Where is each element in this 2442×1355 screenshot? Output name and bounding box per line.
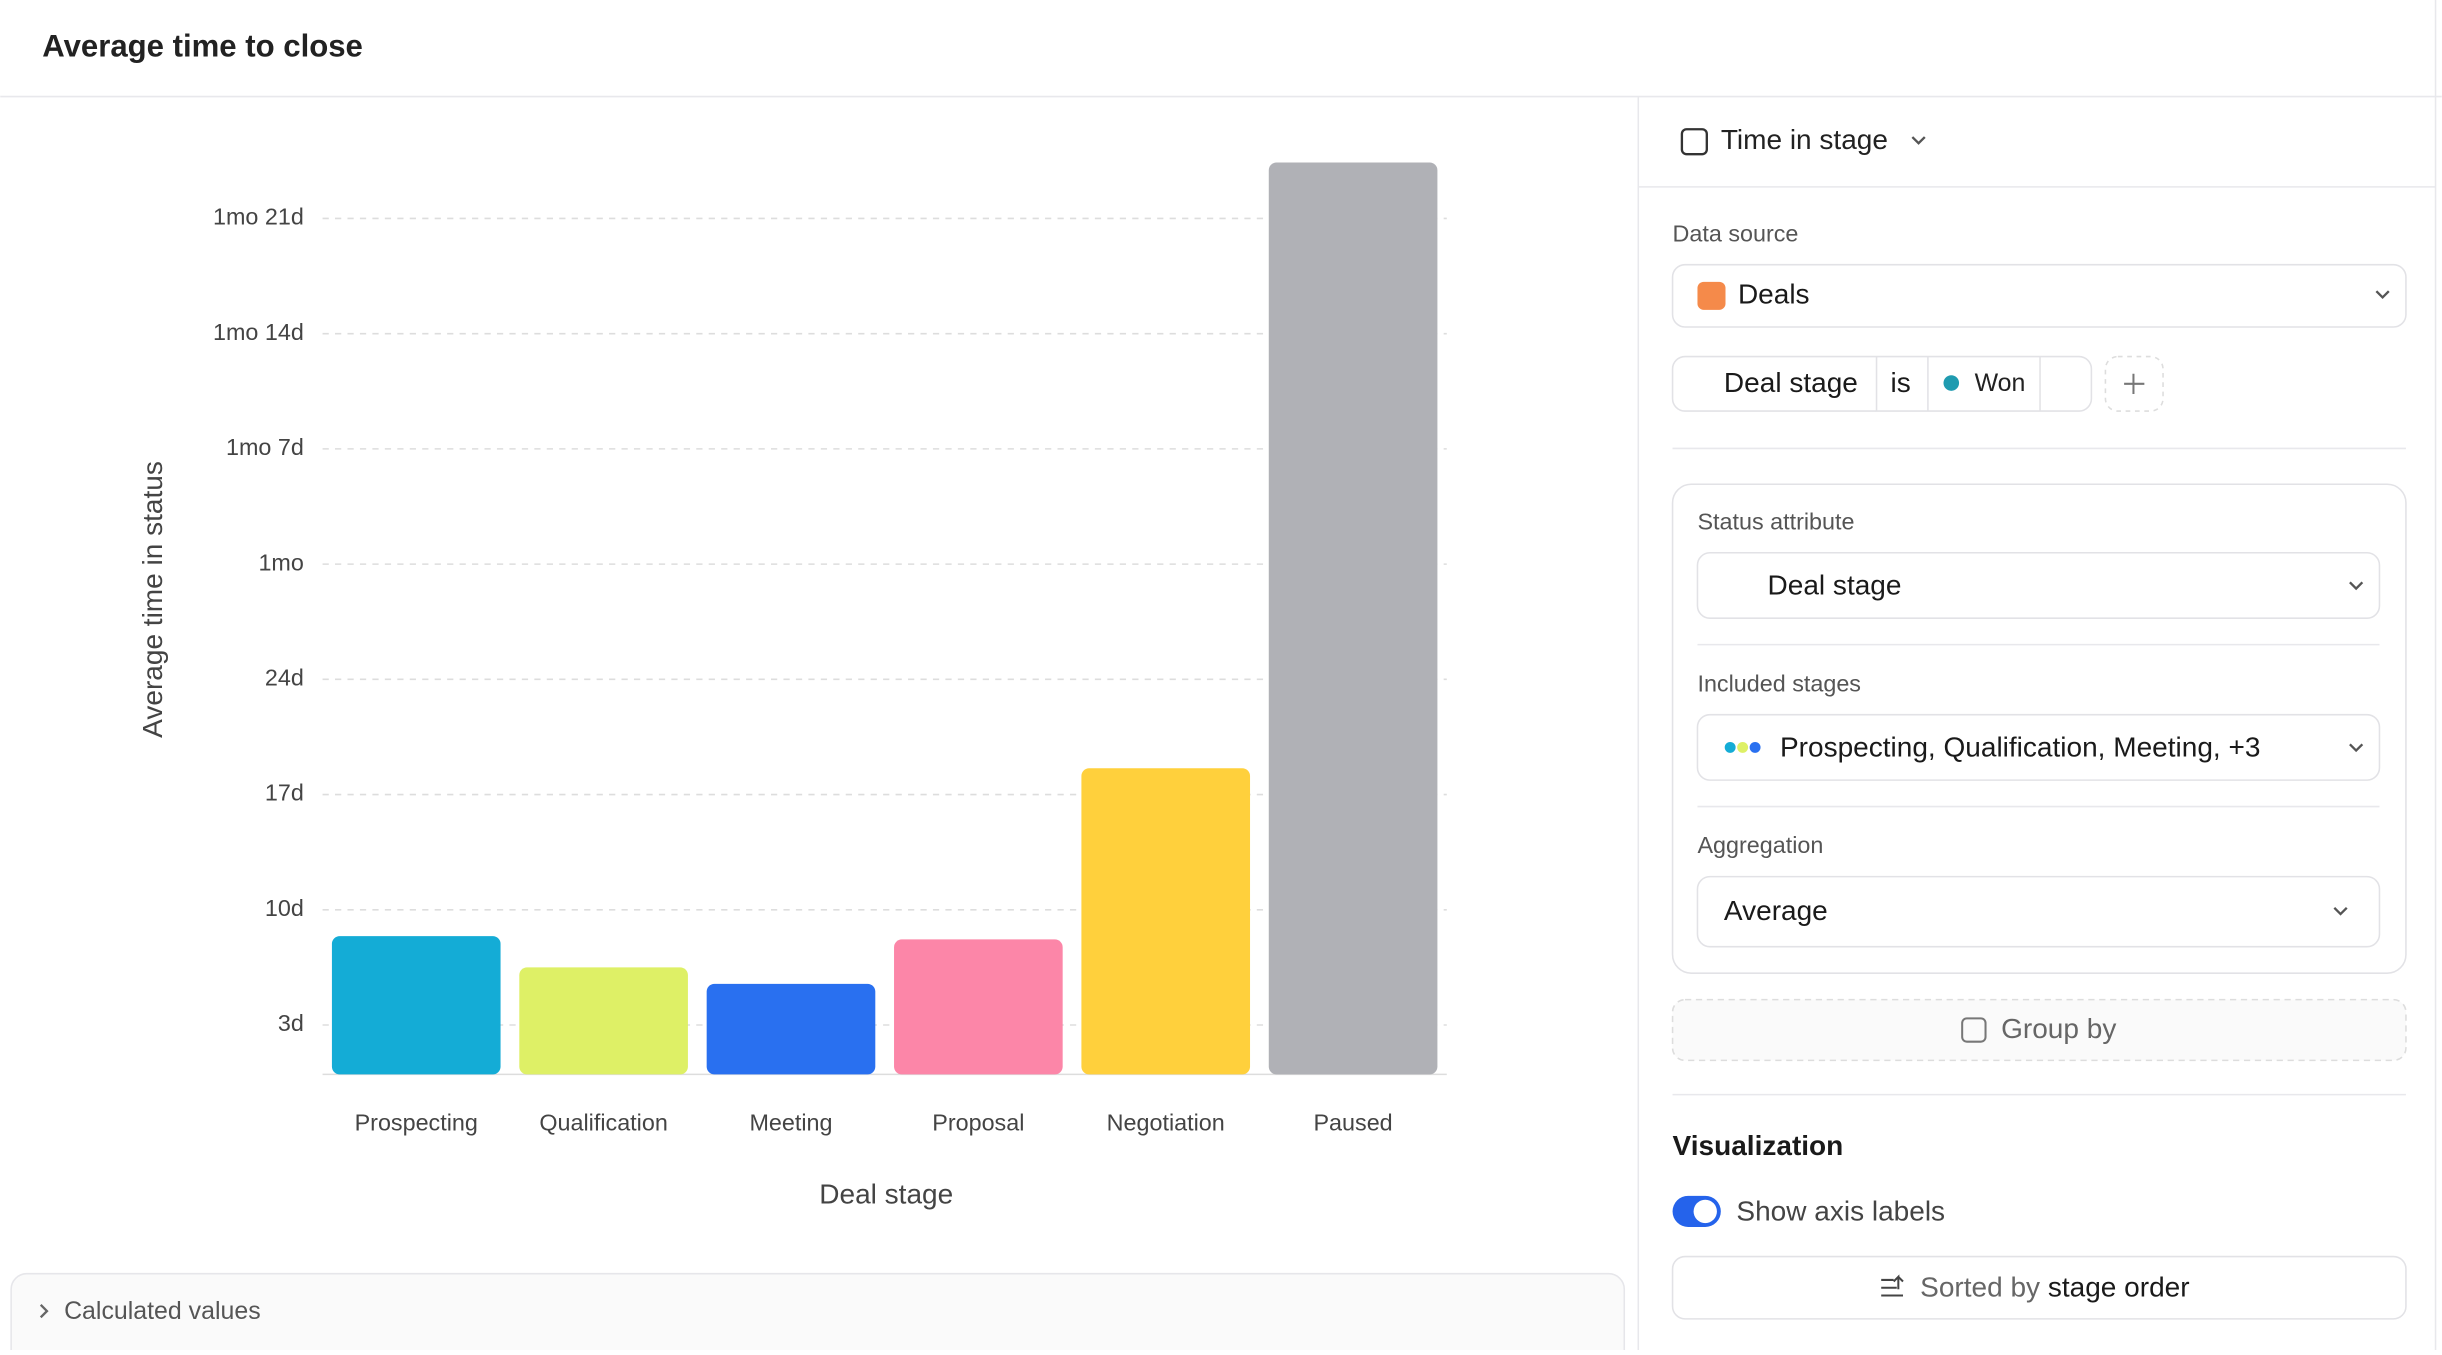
y-tick-label: 24d	[265, 665, 304, 691]
field-label: Included stages	[1697, 670, 1861, 696]
plus-icon	[2124, 373, 2145, 394]
group-by[interactable]: Group by	[2001, 1013, 2116, 1044]
field-label: Status attribute	[1697, 508, 1854, 534]
filter-attribute[interactable]: Deal stage	[1724, 367, 1858, 398]
field-label: Data source	[1673, 220, 1799, 246]
chevron-icon	[39, 1304, 49, 1319]
y-tick-label: 1mo 14d	[213, 319, 304, 345]
y-tick-label: 1mo 21d	[213, 204, 304, 230]
x-axis-label: Deal stage	[819, 1178, 953, 1209]
deals-icon	[1697, 281, 1726, 310]
chevron-icon	[2349, 743, 2364, 753]
bar	[706, 983, 876, 1075]
sort-button[interactable]	[1671, 1255, 2407, 1320]
bar	[331, 936, 501, 1075]
status-attribute[interactable]: Deal stage	[1768, 569, 1902, 600]
chevron-icon	[2349, 581, 2364, 591]
y-tick-label: 3d	[278, 1010, 304, 1036]
x-tick-label: Prospecting	[355, 1109, 478, 1135]
page-title: Average time to close	[42, 28, 363, 63]
chevron-icon	[2333, 906, 2348, 916]
data-source[interactable]: Deals	[1738, 278, 1810, 309]
y-axis-label: Average time in status	[137, 461, 168, 738]
group-by-button[interactable]	[1671, 998, 2407, 1062]
stage-dot	[1749, 741, 1761, 753]
x-tick-label: Proposal	[932, 1109, 1024, 1135]
metric-select[interactable]: Time in stage	[1721, 124, 1888, 155]
stage-dot	[1724, 741, 1736, 753]
filter-operator[interactable]: is	[1891, 367, 1911, 398]
sorted-by: Sorted by	[1920, 1272, 2040, 1303]
aggregation[interactable]: Average	[1724, 895, 1828, 926]
included-stages[interactable]: Prospecting, Qualification, Meeting, +3	[1780, 731, 2260, 762]
y-tick-label: 1mo 7d	[226, 434, 304, 460]
chevron-icon	[2375, 290, 2390, 300]
y-tick-label: 10d	[265, 895, 304, 921]
field-label: Aggregation	[1697, 832, 1823, 858]
status-dot	[1943, 375, 1960, 391]
filter-chip[interactable]	[1671, 355, 2093, 412]
group-icon	[1961, 1017, 1987, 1043]
aggregation-select[interactable]	[1696, 875, 2381, 948]
calculated-values[interactable]: Calculated values	[64, 1297, 261, 1325]
chart: 3d 10d 17d 24d 1mo 1mo 7d 1mo 14d 1mo 21d Prospe…	[213, 162, 1447, 1135]
calculated-values-bar[interactable]	[10, 1272, 1626, 1355]
stage-dot	[1737, 741, 1749, 753]
bar	[519, 967, 688, 1075]
show-axis-labels[interactable]: Show axis labels	[1736, 1195, 1945, 1226]
bar	[1081, 768, 1251, 1075]
y-tick-label: 17d	[265, 780, 304, 806]
toggle-knob	[1693, 1199, 1717, 1224]
metric-icon	[1680, 128, 1708, 156]
status-attribute-select[interactable]	[1696, 551, 2381, 619]
x-tick-label: Meeting	[749, 1109, 832, 1135]
section-title: Visualization	[1673, 1130, 1844, 1161]
x-tick-label: Paused	[1313, 1109, 1392, 1135]
x-tick-label: Qualification	[539, 1109, 667, 1135]
y-tick-label: 1mo	[258, 549, 303, 575]
included-stages-select[interactable]	[1696, 713, 2381, 781]
bar	[1268, 162, 1438, 1075]
bar	[894, 939, 1063, 1075]
sort-icon	[1881, 1274, 1904, 1297]
data-source-select[interactable]	[1671, 263, 2407, 328]
x-tick-label: Negotiation	[1107, 1109, 1225, 1135]
chevron-icon	[1911, 136, 1926, 145]
filter-value[interactable]: Won	[1975, 369, 2026, 397]
sort-label[interactable]: Sorted by stage order	[1920, 1272, 2189, 1303]
sort-value: stage order	[2048, 1272, 2190, 1303]
